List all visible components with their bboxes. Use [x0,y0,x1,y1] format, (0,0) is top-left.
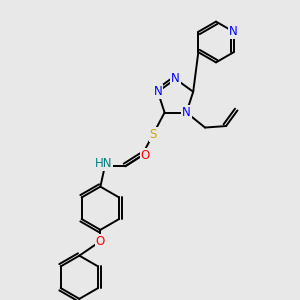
Text: N: N [229,25,238,38]
Text: O: O [141,149,150,162]
Text: N: N [182,106,191,119]
Text: S: S [149,128,157,141]
Text: HN: HN [94,157,112,170]
Text: N: N [153,85,162,98]
Text: N: N [171,72,180,86]
Text: O: O [96,235,105,248]
